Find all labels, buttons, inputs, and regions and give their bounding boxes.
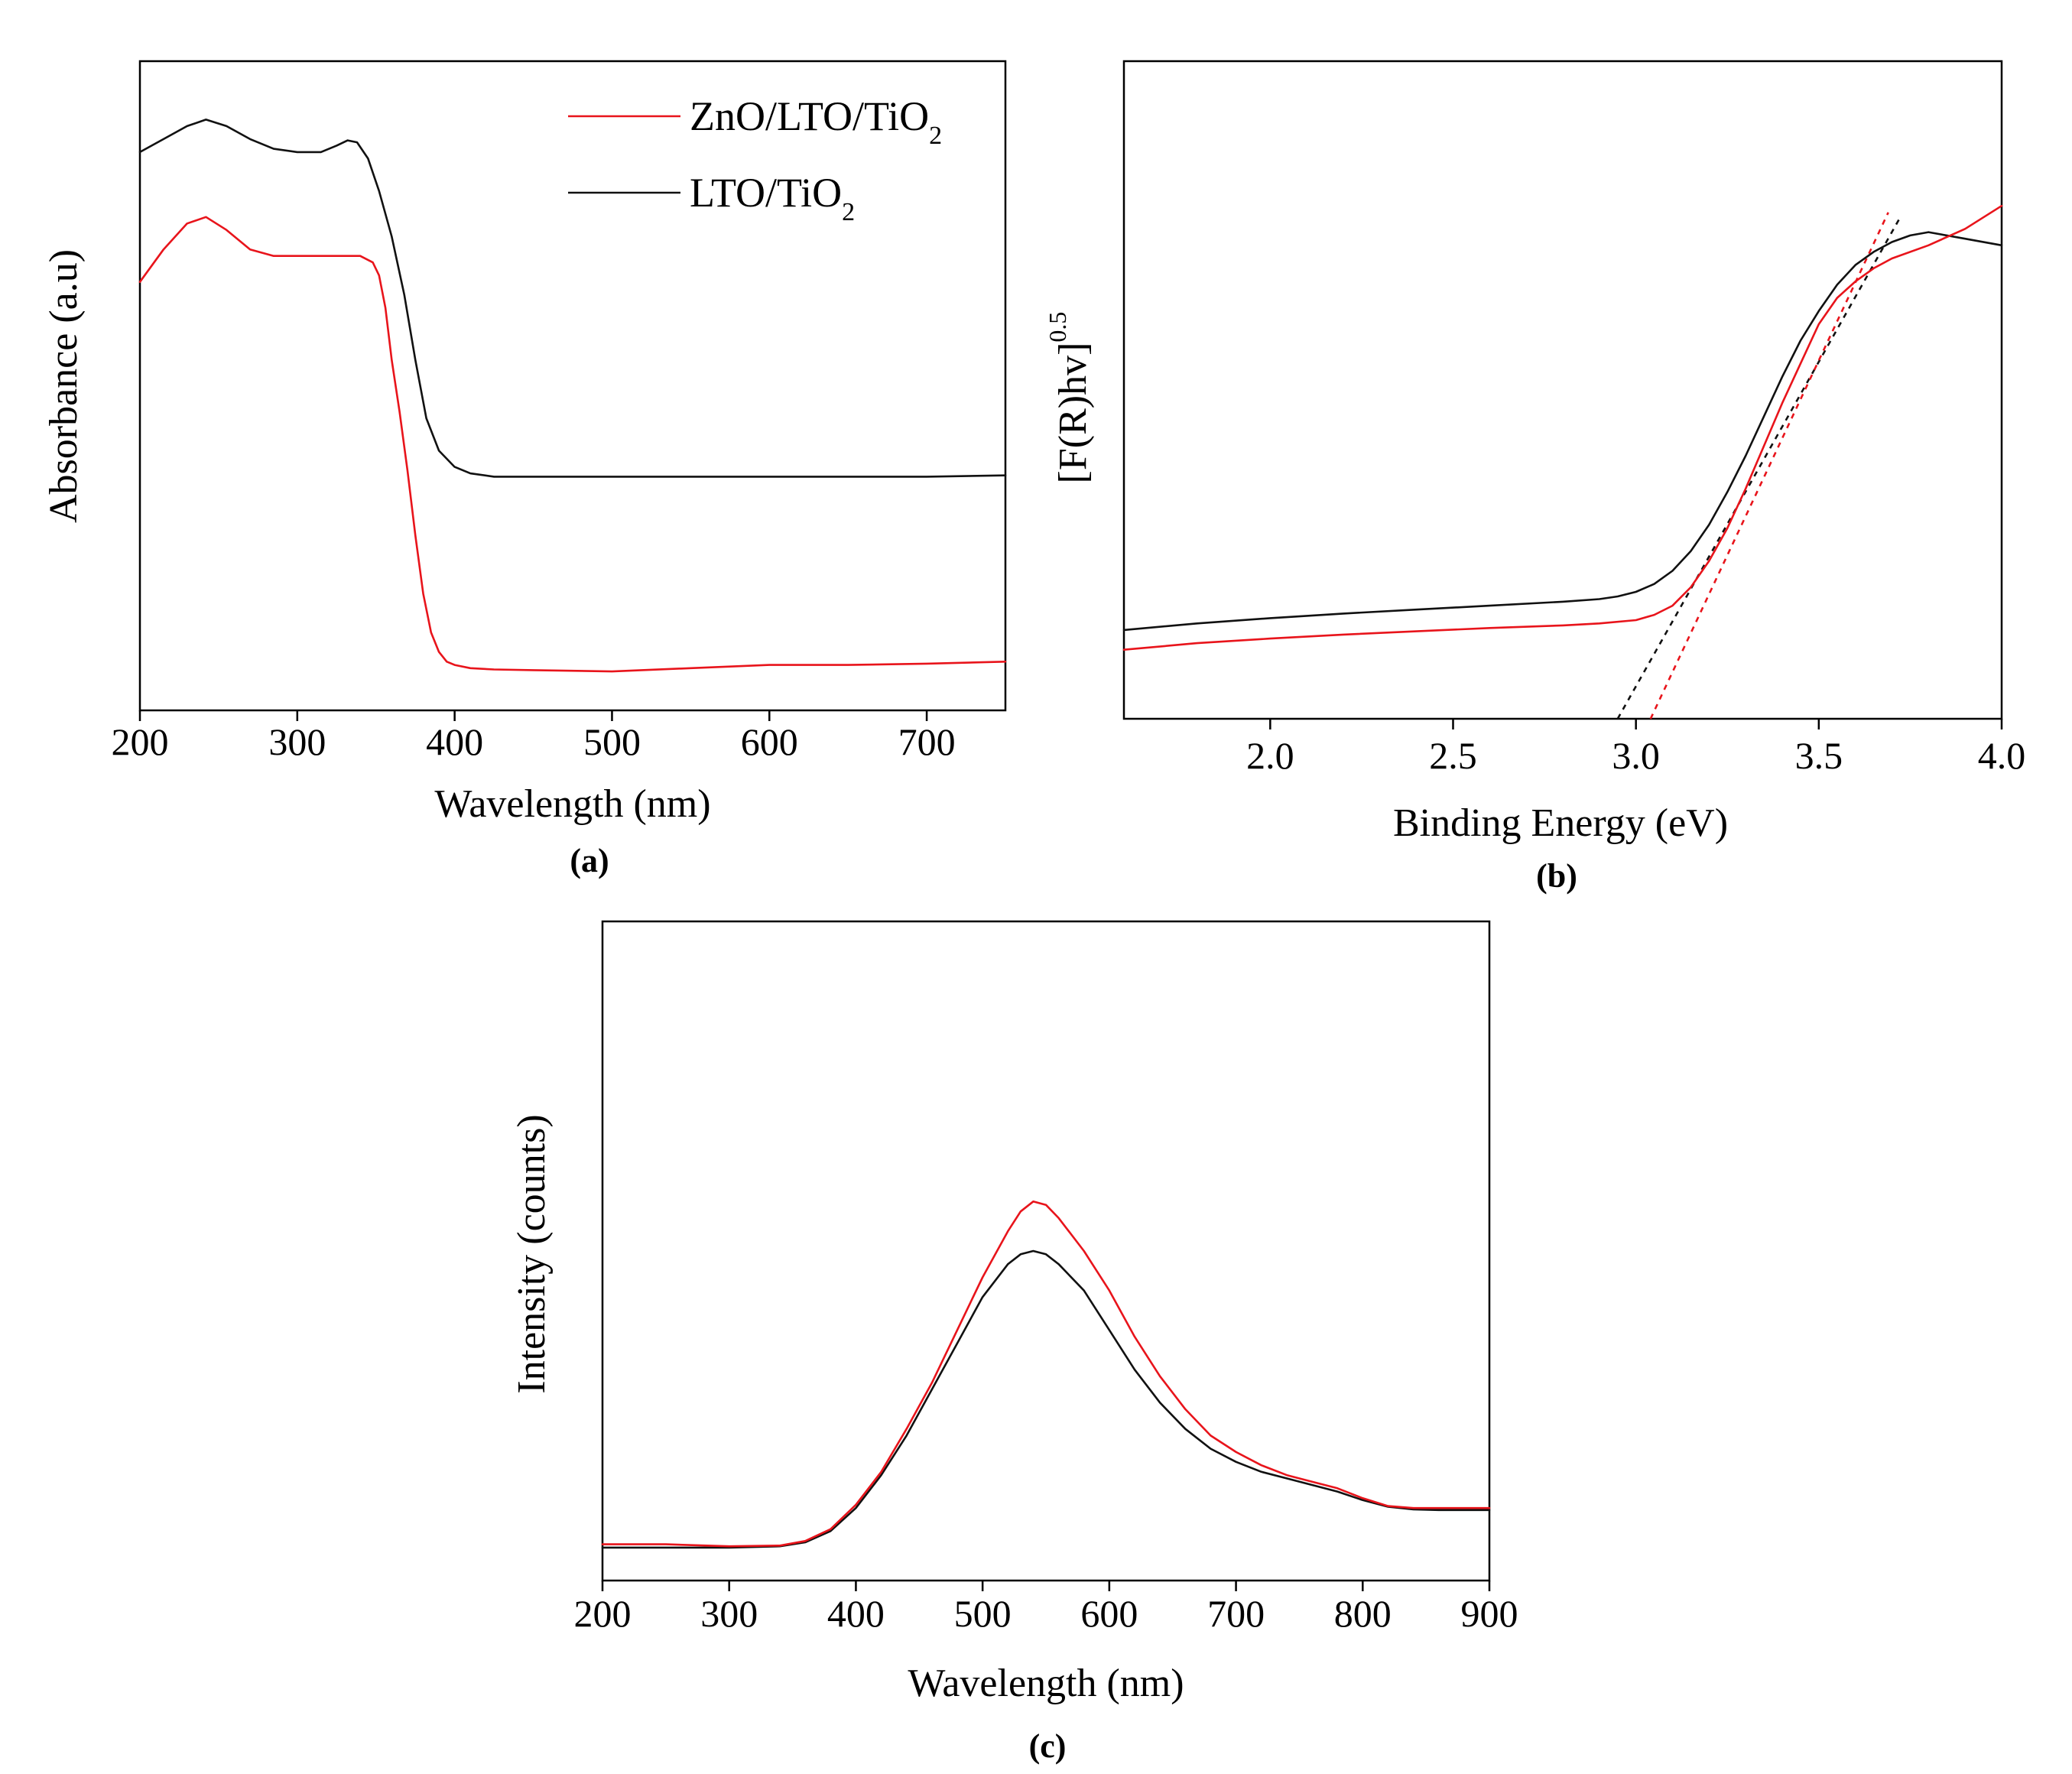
x-tick-label: 3.0 xyxy=(1612,734,1660,777)
panel-c-x-ticks: 200 300 400 500 600 700 800 900 xyxy=(574,1581,1518,1635)
panel-c-y-axis-label: Intensity (counts) xyxy=(510,1114,554,1393)
panel-c-x-axis-label: Wavelength (nm) xyxy=(908,1662,1184,1705)
panel-b-plot-area xyxy=(1122,204,2003,720)
panel-b-x-axis-label: Binding Energy (eV) xyxy=(1393,801,1728,845)
panel-b-label: (b) xyxy=(1536,857,1577,895)
panel-c: 200 300 400 500 600 700 800 900 Wavelength (nm)… xyxy=(510,920,1518,1765)
panel-a-frame xyxy=(138,60,1007,712)
series-line-zno-lto-tio2 xyxy=(138,216,1007,673)
series-line-lto-tio2 xyxy=(1122,231,2003,632)
panel-b: 2.0 2.5 3.0 3.5 4.0 Binding Energy (eV) [F(R… xyxy=(1044,60,2025,895)
panel-c-plot-area xyxy=(601,1201,1491,1549)
legend-label-lto: LTO/TiO2 xyxy=(690,170,855,226)
x-tick-label: 200 xyxy=(574,1592,632,1635)
panel-a-y-axis-label: Absorbance (a.u) xyxy=(42,249,86,523)
series-line-lto-tio2 xyxy=(601,1249,1491,1549)
panel-b-y-axis-label: [F(R)hv]0.5 xyxy=(1044,312,1095,484)
panel-a-x-ticks: 200 300 400 500 600 700 xyxy=(112,710,956,763)
x-tick-label: 200 xyxy=(112,720,169,763)
series-line-zno-lto-tio2 xyxy=(601,1201,1491,1548)
x-tick-label: 900 xyxy=(1461,1592,1518,1635)
x-tick-label: 800 xyxy=(1334,1592,1392,1635)
panel-b-frame xyxy=(1122,60,2003,720)
series-line-lto-tio2 xyxy=(138,119,1007,478)
series-line-zno-lto-tio2 xyxy=(1122,204,2003,651)
x-tick-label: 500 xyxy=(954,1592,1012,1635)
x-tick-label: 2.0 xyxy=(1246,734,1294,777)
legend-label-zno: ZnO/LTO/TiO2 xyxy=(690,93,942,150)
x-tick-label: 700 xyxy=(1207,1592,1265,1635)
x-tick-label: 600 xyxy=(1080,1592,1138,1635)
tangent-fit-line-lto xyxy=(1616,218,1901,720)
panel-c-label: (c) xyxy=(1029,1727,1067,1765)
panel-a: 200 300 400 500 600 700 Wavelength (nm) Absor… xyxy=(42,60,1007,879)
x-tick-label: 300 xyxy=(700,1592,758,1635)
x-tick-label: 700 xyxy=(898,720,956,763)
tangent-fit-line-zno xyxy=(1649,212,1889,720)
x-tick-label: 400 xyxy=(426,720,483,763)
panel-a-x-axis-label: Wavelength (nm) xyxy=(434,782,710,826)
panel-b-x-ticks: 2.0 2.5 3.0 3.5 4.0 xyxy=(1246,719,2025,777)
panel-c-frame xyxy=(601,920,1491,1582)
x-tick-label: 4.0 xyxy=(1978,734,2026,777)
panel-a-label: (a) xyxy=(570,842,609,879)
x-tick-label: 500 xyxy=(583,720,641,763)
legend: ZnO/LTO/TiO2 LTO/TiO2 xyxy=(568,93,942,226)
panel-a-plot-area xyxy=(138,119,1007,673)
x-tick-label: 3.5 xyxy=(1795,734,1843,777)
x-tick-label: 300 xyxy=(268,720,326,763)
x-tick-label: 2.5 xyxy=(1429,734,1477,777)
x-tick-label: 400 xyxy=(827,1592,885,1635)
x-tick-label: 600 xyxy=(741,720,798,763)
